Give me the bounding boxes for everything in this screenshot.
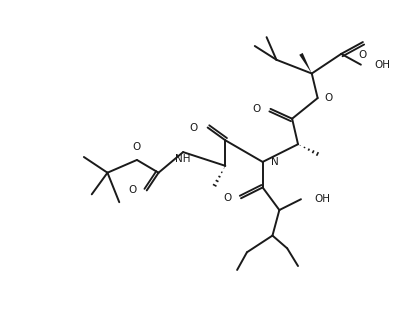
Text: O: O — [190, 122, 198, 133]
Text: O: O — [253, 104, 261, 114]
Text: O: O — [133, 142, 141, 152]
Text: N: N — [271, 157, 278, 167]
Text: NH: NH — [175, 154, 191, 164]
Text: O: O — [129, 185, 137, 195]
Text: OH: OH — [375, 60, 390, 70]
Text: OH: OH — [315, 194, 331, 204]
Polygon shape — [299, 53, 312, 73]
Text: O: O — [223, 193, 231, 203]
Text: O: O — [359, 50, 367, 60]
Text: O: O — [325, 93, 333, 103]
